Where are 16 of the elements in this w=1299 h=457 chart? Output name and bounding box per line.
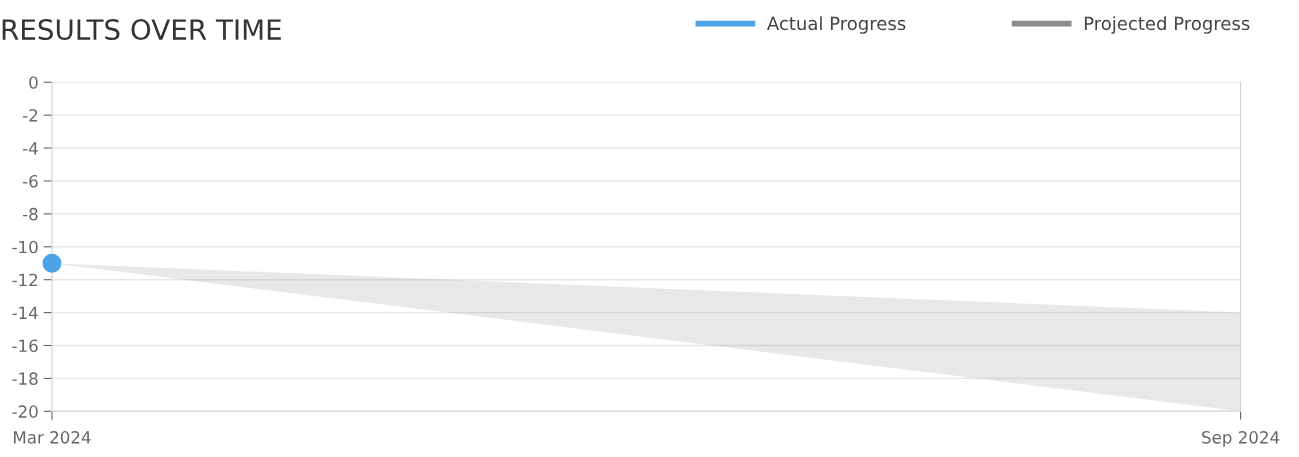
y-tick-label: -12 (12, 273, 38, 287)
legend-label: Actual Progress (767, 16, 906, 34)
x-tick-label: Mar 2024 (14, 431, 91, 444)
y-tick-label: -2 (22, 109, 38, 122)
y-tick-label: -4 (22, 142, 38, 155)
y-tick-label: -10 (12, 240, 38, 254)
y-tick-label: -18 (12, 372, 38, 385)
y-tick-label: -20 (12, 405, 38, 418)
y-tick-label: -16 (12, 339, 38, 353)
y-tick-label: -14 (12, 306, 38, 319)
chart-title: RESULTS OVER TIME (2, 19, 281, 41)
y-tick-label: -6 (22, 174, 38, 188)
y-tick-label: -8 (22, 207, 38, 221)
y-tick-label: 0 (29, 76, 38, 89)
x-tick-label: Sep 2024 (1202, 431, 1280, 447)
legend-label: Projected Progress (1084, 16, 1250, 34)
